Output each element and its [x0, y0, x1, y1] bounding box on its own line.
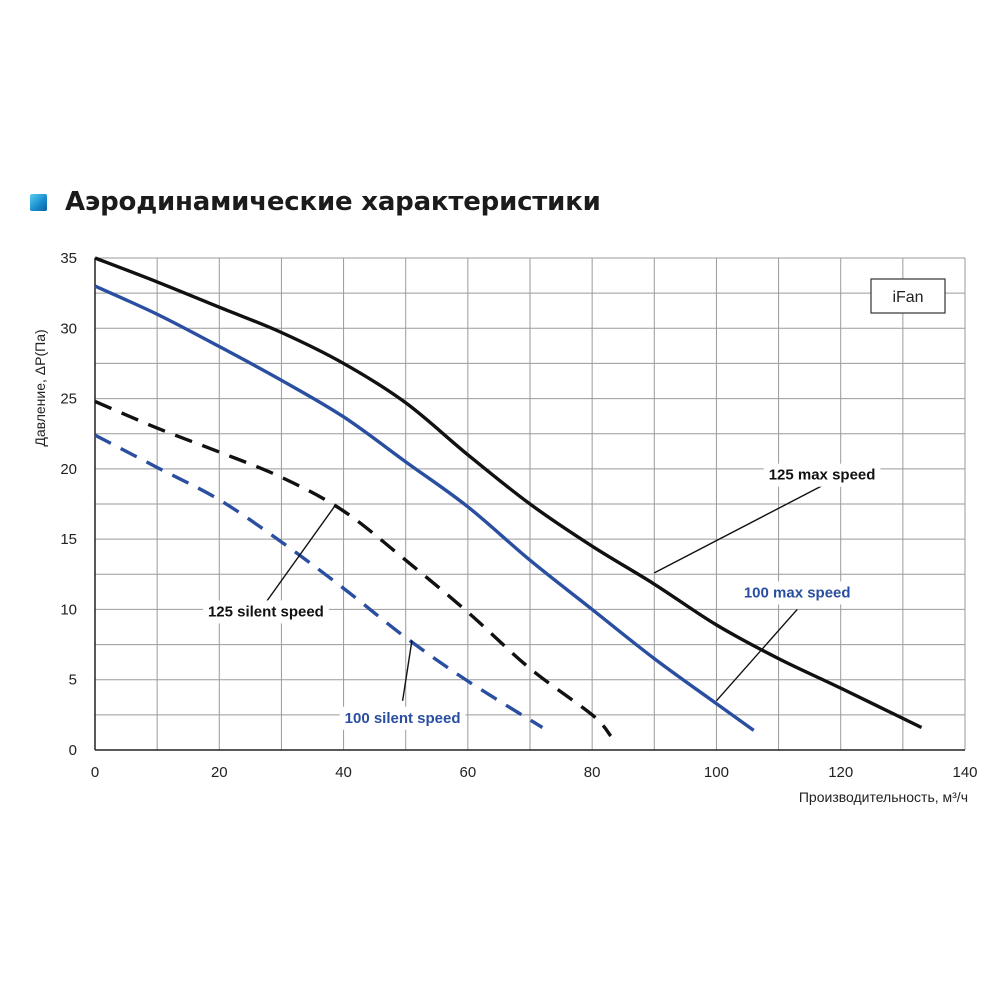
x-tick-label: 20: [211, 764, 228, 781]
y-tick-label: 15: [60, 531, 77, 548]
y-tick-label: 5: [69, 672, 77, 689]
y-tick-label: 0: [69, 742, 77, 759]
series-line-125-max-speed: [94, 256, 923, 730]
x-tick-label: 60: [460, 764, 477, 781]
y-tick-label: 25: [60, 391, 77, 408]
legend-box-frame: [870, 278, 946, 314]
x-tick-label: 40: [335, 764, 352, 781]
page-title: Аэродинамические характеристики: [65, 187, 601, 217]
leader-line-125-silent-speed: [265, 506, 335, 603]
series-lines: [94, 256, 923, 738]
title-square-icon: [30, 193, 47, 211]
y-tick-label: 35: [60, 250, 77, 267]
tick-labels: 0 20 40 60 80 100 120 140 0 5 10 15 20 25 30 35: [60, 250, 977, 781]
series-line-100-silent-speed: [94, 433, 544, 729]
series-annotations: 125 max speed 100 max speed 125 silent spe…: [202, 463, 881, 730]
y-tick-label: 20: [60, 461, 77, 478]
series-label-bg: [339, 706, 466, 730]
x-tick-label: 140: [952, 764, 977, 781]
chart-header: Аэродинамические характеристики: [30, 182, 601, 222]
y-tick-label: 10: [60, 601, 77, 618]
leader-line-100-silent-speed: [401, 640, 413, 701]
x-tick-label: 120: [828, 764, 853, 781]
x-tick-label: 100: [704, 764, 729, 781]
x-axis-title: Производительность, м³/ч: [799, 789, 968, 805]
axes: [94, 258, 965, 751]
leader-line-125-max-speed: [653, 485, 823, 574]
x-tick-label: 0: [91, 764, 99, 781]
series-label-bg: [763, 463, 881, 487]
series-label-100-silent-speed: 100 silent speed: [345, 710, 461, 727]
y-tick-label: 30: [60, 320, 77, 337]
y-axis-title: Давление, ΔP(Па): [32, 329, 48, 446]
series-label-125-max-speed: 125 max speed: [769, 467, 876, 484]
leader-line-100-max-speed: [715, 608, 798, 702]
series-line-100-max-speed: [94, 284, 755, 732]
series-label-125-silent-speed: 125 silent speed: [208, 603, 324, 620]
x-tick-label: 80: [584, 764, 601, 781]
series-line-125-silent-speed: [94, 399, 613, 738]
series-label-100-max-speed: 100 max speed: [744, 584, 851, 601]
legend-box: iFan: [870, 278, 946, 314]
series-label-bg: [202, 600, 329, 624]
series-label-bg: [738, 581, 856, 605]
legend-box-label: iFan: [892, 289, 923, 306]
